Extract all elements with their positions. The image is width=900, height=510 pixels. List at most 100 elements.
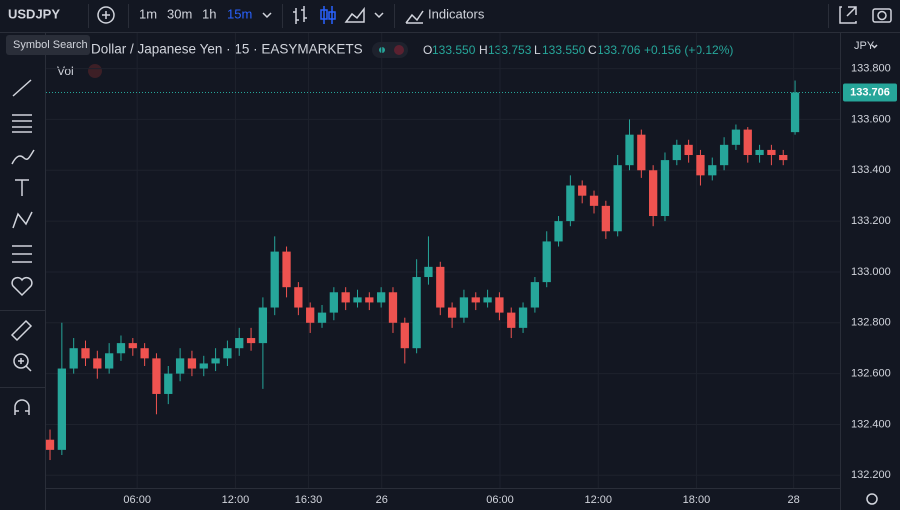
candle-body (175, 358, 185, 374)
last-price-box (843, 83, 897, 102)
candle-body (81, 348, 90, 359)
interval[interactable]: 1m (139, 6, 157, 21)
interval[interactable]: 30m (167, 6, 192, 21)
candle-body (684, 144, 693, 156)
settings[interactable] (866, 493, 878, 505)
interval-active[interactable]: 15m (227, 6, 252, 21)
candle-body (755, 149, 764, 156)
candle-body (578, 185, 587, 196)
y-tick-label: 132.400 (851, 418, 891, 430)
y-tick-label: 132.200 (851, 469, 891, 481)
candle-body (211, 358, 220, 364)
candle-body (235, 338, 244, 349)
add-symbol[interactable] (97, 6, 115, 24)
ohlc-value: 133.550 (542, 43, 586, 57)
candle-body (507, 312, 516, 328)
magnet-tool[interactable] (14, 399, 30, 415)
candle-body (554, 221, 563, 242)
tooltip-text: Symbol Search (13, 39, 88, 51)
x-tick-label: 06:00 (123, 494, 151, 506)
candle-body (601, 205, 610, 232)
candle-body (696, 155, 705, 176)
candles-icon[interactable] (320, 6, 336, 24)
candle-body (672, 144, 681, 161)
trend-line-tool[interactable] (12, 79, 32, 97)
x-tick-label: 12:00 (222, 494, 250, 506)
candle-body (708, 165, 717, 176)
candle-body (57, 368, 66, 450)
text-tool[interactable] (15, 179, 29, 196)
candle-body (589, 195, 599, 206)
ohlc-label: L (534, 43, 541, 57)
favorites[interactable] (11, 276, 33, 297)
tooltip (6, 35, 90, 55)
indicators-icon[interactable] (405, 10, 424, 24)
candle-body (306, 307, 315, 323)
candle-body (329, 292, 338, 313)
x-tick-label: 16:30 (295, 494, 323, 506)
ohlc-label: C (588, 43, 597, 57)
ohlc-value: 133.706 (597, 43, 641, 57)
change: +0.156 (+0.12%) (644, 43, 733, 57)
ohlc-value: 133.753 (488, 43, 532, 57)
candle-body (246, 338, 256, 344)
x-tick-label: 12:00 (585, 494, 613, 506)
y-tick-label: 133.800 (851, 62, 891, 74)
candle-body (282, 251, 291, 288)
candle-body (223, 348, 232, 359)
zoom-tool[interactable] (13, 353, 32, 372)
x-tick-label: 18:00 (683, 494, 711, 506)
y-tick-label: 132.800 (851, 317, 891, 329)
candle-body (518, 307, 528, 328)
prediction-tool[interactable] (12, 245, 32, 263)
status-alert (394, 45, 404, 55)
candle-body (447, 307, 457, 318)
candle-body (731, 129, 741, 145)
last-price-label: 133.706 (850, 86, 890, 98)
area-icon[interactable] (344, 6, 365, 23)
bars-icon[interactable] (293, 6, 307, 24)
x-tick-label: 06:00 (486, 494, 514, 506)
fib-tool[interactable] (12, 114, 32, 133)
indicators-button[interactable]: Indicators (428, 6, 485, 21)
snapshot-share[interactable] (839, 6, 857, 24)
currency-dropdown[interactable] (871, 44, 878, 49)
candle-body (270, 251, 279, 308)
x-tick-label: 28 (788, 494, 800, 506)
candle-body (767, 149, 776, 156)
candle-body (105, 353, 114, 369)
volume-label: Vol (57, 64, 74, 78)
camera[interactable] (872, 8, 892, 23)
candle-body (294, 287, 303, 308)
candle-body (566, 185, 575, 222)
candle-body (649, 170, 658, 217)
pattern-tool[interactable] (12, 211, 33, 229)
candle-body (187, 358, 197, 369)
candle-body (69, 348, 78, 369)
interval-dropdown[interactable] (262, 12, 272, 19)
candle-body (637, 134, 646, 171)
interval[interactable]: 1h (202, 6, 216, 21)
brush-tool[interactable] (11, 149, 35, 165)
candle-body (412, 277, 421, 349)
candle-body (719, 144, 729, 166)
volume-warning[interactable] (88, 64, 102, 78)
chart-type-dropdown[interactable] (374, 12, 384, 19)
plot: 132.200 132.400 132.600 132.800 133.000 133.2… (45, 33, 897, 506)
candle-body (45, 439, 55, 450)
candle-body (625, 134, 634, 166)
x-tick-label: 26 (376, 494, 388, 506)
candle-body (388, 292, 398, 323)
ohlc-label: O (423, 43, 432, 57)
candle-body (377, 292, 386, 303)
ruler-tool[interactable] (10, 319, 33, 342)
chart-title: Dollar / Japanese Yen · 15 · EASYMARKETS (91, 42, 363, 57)
candle-body (660, 160, 670, 217)
candle-body (459, 297, 469, 318)
currency[interactable]: JPY (854, 40, 875, 52)
symbol[interactable]: USDJPY (8, 6, 60, 21)
candle-body (140, 348, 149, 359)
